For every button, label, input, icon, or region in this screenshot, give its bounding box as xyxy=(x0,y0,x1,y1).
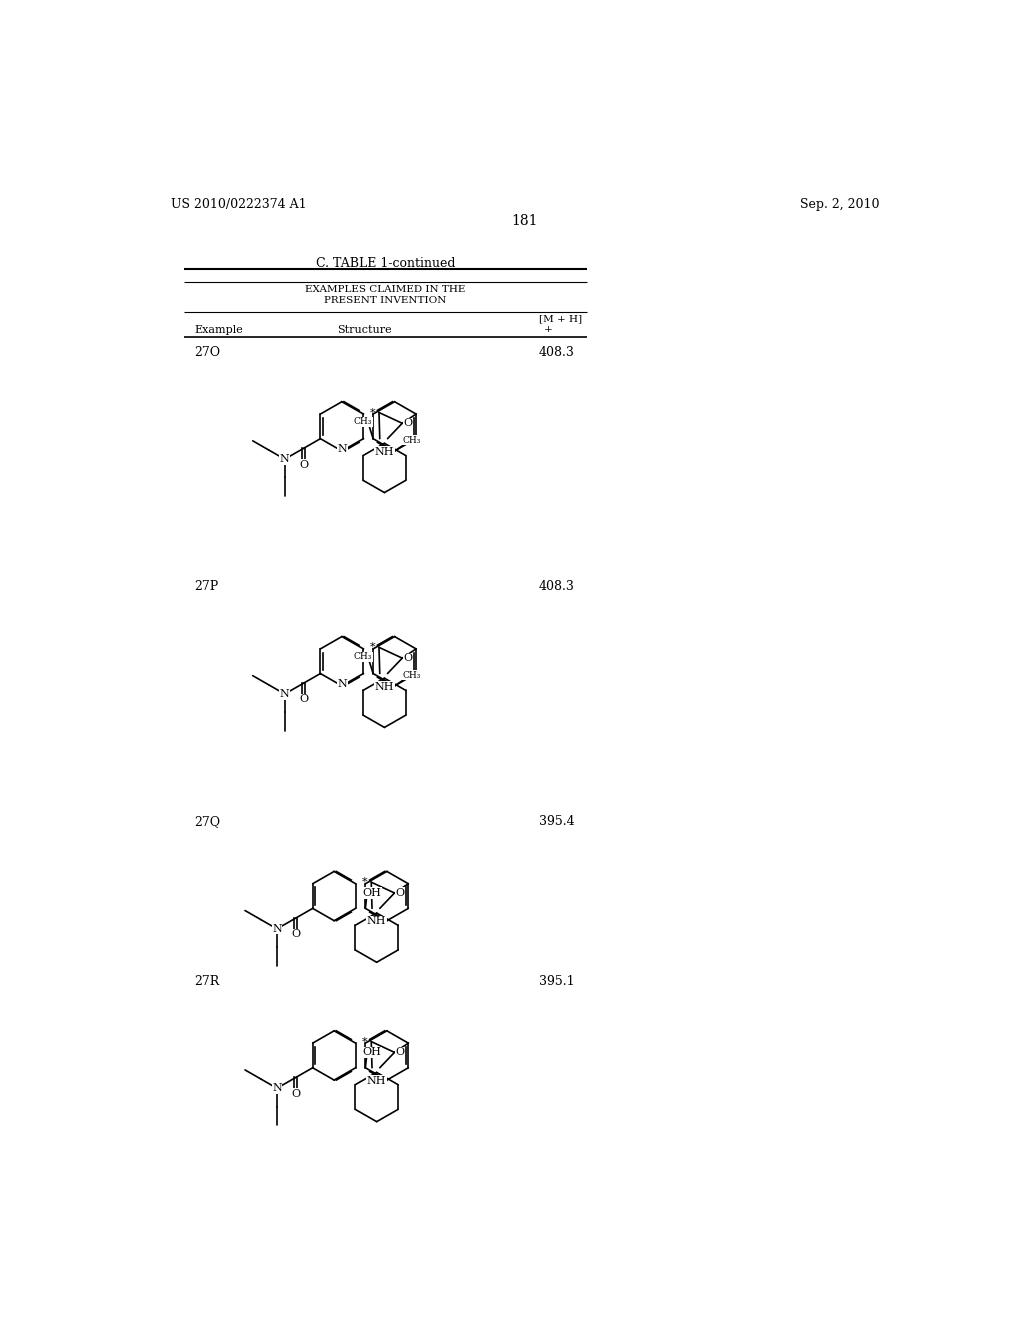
Text: O: O xyxy=(291,1089,300,1098)
Text: N: N xyxy=(280,454,290,465)
Text: O: O xyxy=(299,694,308,705)
Text: 27O: 27O xyxy=(195,346,221,359)
Text: 408.3: 408.3 xyxy=(539,581,574,594)
Text: 27R: 27R xyxy=(195,974,220,987)
Text: 27Q: 27Q xyxy=(195,816,221,828)
Text: O: O xyxy=(291,929,300,940)
Text: EXAMPLES CLAIMED IN THE: EXAMPLES CLAIMED IN THE xyxy=(305,285,466,294)
Text: CH₃: CH₃ xyxy=(354,417,373,426)
Text: US 2010/0222374 A1: US 2010/0222374 A1 xyxy=(171,198,306,211)
Text: Sep. 2, 2010: Sep. 2, 2010 xyxy=(800,198,880,211)
Text: CH₃: CH₃ xyxy=(402,671,421,680)
Text: 181: 181 xyxy=(512,214,538,228)
Text: OH: OH xyxy=(362,1047,381,1057)
Text: 395.4: 395.4 xyxy=(539,816,574,828)
Text: O: O xyxy=(403,418,413,428)
Text: N: N xyxy=(272,924,282,933)
Text: N: N xyxy=(272,1084,282,1093)
Text: *: * xyxy=(362,878,368,887)
Text: +: + xyxy=(544,325,553,334)
Text: NH: NH xyxy=(375,681,394,692)
Text: 27P: 27P xyxy=(195,581,219,594)
Text: O: O xyxy=(299,459,308,470)
Text: CH₃: CH₃ xyxy=(402,436,421,445)
Text: C. TABLE 1-continued: C. TABLE 1-continued xyxy=(315,257,455,271)
Text: *: * xyxy=(370,643,376,652)
Text: *: * xyxy=(370,408,376,417)
Text: O: O xyxy=(395,888,404,898)
Text: OH: OH xyxy=(362,888,381,898)
Text: Structure: Structure xyxy=(337,325,392,335)
Text: NH: NH xyxy=(367,916,386,927)
Text: *: * xyxy=(362,1036,368,1047)
Text: 408.3: 408.3 xyxy=(539,346,574,359)
Text: N: N xyxy=(338,680,347,689)
Text: N: N xyxy=(338,445,347,454)
Text: [M + H]: [M + H] xyxy=(539,314,582,323)
Text: NH: NH xyxy=(375,446,394,457)
Text: CH₃: CH₃ xyxy=(354,652,373,661)
Text: PRESENT INVENTION: PRESENT INVENTION xyxy=(325,296,446,305)
Text: Example: Example xyxy=(195,325,244,335)
Text: N: N xyxy=(280,689,290,700)
Text: O: O xyxy=(403,653,413,663)
Text: 395.1: 395.1 xyxy=(539,974,574,987)
Text: O: O xyxy=(395,1047,404,1057)
Text: NH: NH xyxy=(367,1076,386,1086)
